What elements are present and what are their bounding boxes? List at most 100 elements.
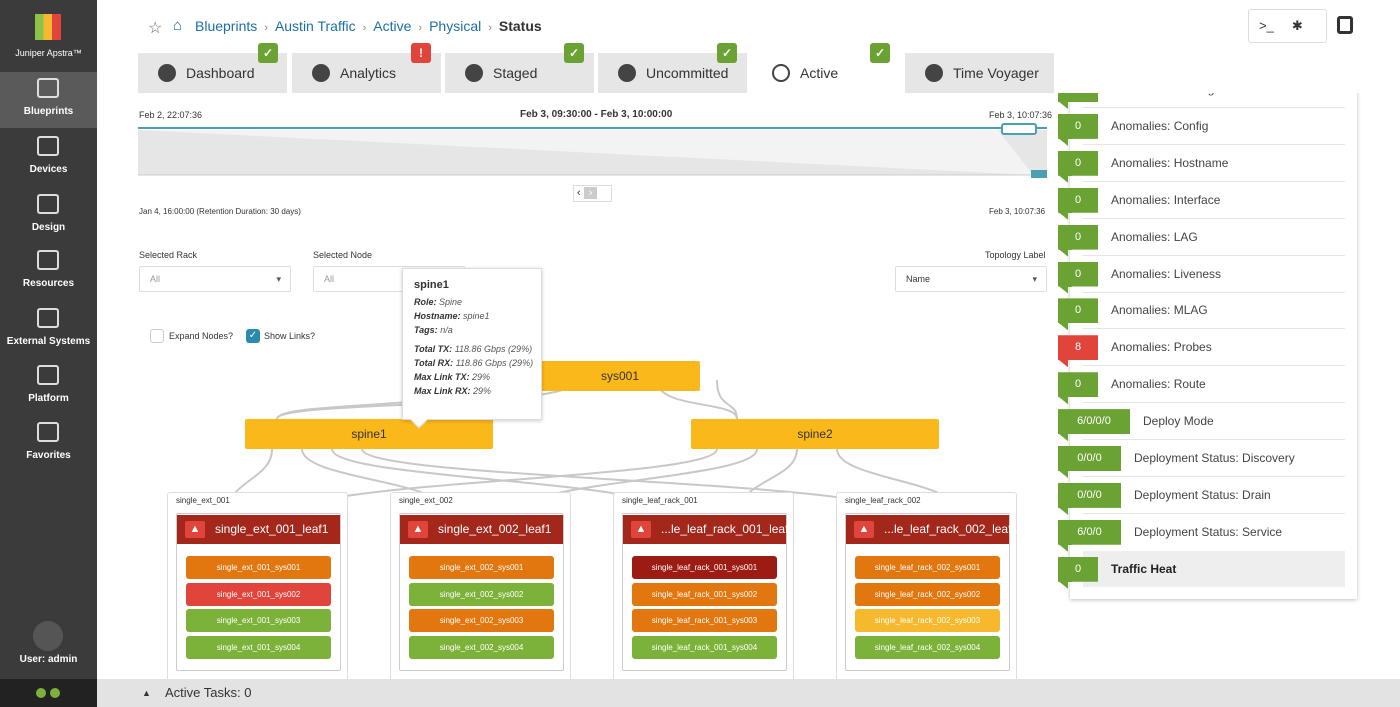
crumb[interactable]: Active xyxy=(373,18,412,34)
timeline-nav[interactable]: ‹ › xyxy=(573,185,612,202)
system[interactable]: single_ext_002_sys004 xyxy=(409,635,554,659)
rack-inner: ▲ single_ext_002_leaf1 single_ext_002_sys0… xyxy=(399,513,564,671)
leaf[interactable]: ▲ ...le_leaf_rack_002_leaf1 xyxy=(846,515,1018,544)
crumb[interactable]: Blueprints xyxy=(195,18,258,34)
filter-label: Selected Rack xyxy=(139,250,198,260)
user-avatar[interactable] xyxy=(33,621,63,651)
system[interactable]: single_ext_002_sys003 xyxy=(409,609,554,632)
system[interactable]: single_ext_002_sys002 xyxy=(409,582,554,606)
system[interactable]: single_ext_001_sys003 xyxy=(186,609,331,632)
badge-tail xyxy=(1058,211,1068,220)
leaf-name: single_ext_002_leaf1 xyxy=(438,522,552,536)
tab-bar-fill xyxy=(1054,53,1400,93)
tab-label: Uncommitted xyxy=(646,65,729,81)
status-dot xyxy=(36,688,46,698)
system[interactable]: single_ext_001_sys004 xyxy=(186,635,331,659)
system[interactable]: single_ext_001_sys001 xyxy=(186,556,331,579)
checkbox-checked[interactable]: ✓ xyxy=(246,329,260,343)
spine[interactable]: spine2 xyxy=(691,419,939,449)
nav-icon[interactable] xyxy=(37,78,59,98)
tooltip-value: 118.86 Gbps (29%) xyxy=(455,358,534,368)
nav-label[interactable]: Favorites xyxy=(26,450,71,461)
system[interactable]: single_leaf_rack_002_sys004 xyxy=(855,635,1000,659)
system[interactable]: single_leaf_rack_001_sys004 xyxy=(632,635,777,659)
topology-select[interactable]: Name ▾ xyxy=(895,266,1047,292)
nav-label[interactable]: Design xyxy=(31,222,66,233)
status-row[interactable]: 0 Traffic Heat xyxy=(1058,552,1348,589)
row-divider xyxy=(1083,180,1345,182)
timeline-graph[interactable] xyxy=(138,120,1048,180)
row-divider xyxy=(1083,402,1345,404)
row-divider xyxy=(1083,143,1345,145)
star-icon[interactable]: ☆ xyxy=(148,20,163,37)
tab[interactable]: Analytics! xyxy=(292,43,441,93)
nav-label[interactable]: Platform xyxy=(28,393,69,404)
link xyxy=(716,380,738,420)
leaf[interactable]: ▲ single_ext_001_leaf1 xyxy=(177,515,340,544)
nav-icon[interactable] xyxy=(37,422,59,442)
badge: 0 xyxy=(1058,224,1098,250)
system[interactable]: single_ext_001_sys002 xyxy=(186,582,331,606)
status-row[interactable]: 6/0/0 Deployment Status: Service xyxy=(1058,515,1348,552)
system[interactable]: single_leaf_rack_001_sys002 xyxy=(632,582,777,606)
status-row[interactable]: 0 Anomalies: MLAG xyxy=(1058,293,1348,331)
tooltip-key: Total RX: xyxy=(414,358,454,368)
nav-icon[interactable] xyxy=(37,250,59,270)
row-divider xyxy=(1083,512,1345,514)
status-row[interactable]: 0 Anomalies: Config xyxy=(1058,109,1348,146)
tab[interactable]: Time Voyager xyxy=(905,53,1054,93)
nav-icon[interactable] xyxy=(37,365,59,385)
status-row[interactable]: 8 Anomalies: Probes xyxy=(1058,330,1348,368)
nav-label[interactable]: Devices xyxy=(29,164,68,175)
tab[interactable]: Uncommitted ✓ xyxy=(598,43,747,93)
leaf[interactable]: ▲ ...le_leaf_rack_001_leaf1 xyxy=(623,515,795,544)
status-row[interactable]: 0/0/0 Deployment Status: Discovery xyxy=(1058,441,1348,478)
select-value: All xyxy=(324,274,335,284)
nav-icon[interactable] xyxy=(37,308,59,328)
row-divider xyxy=(1083,476,1345,477)
status-row[interactable]: 0 Anomalies: LAG xyxy=(1058,220,1348,257)
status-dot xyxy=(50,688,60,698)
nav-icon[interactable] xyxy=(37,136,59,156)
tab[interactable]: Staged ✓ xyxy=(445,43,594,93)
tool-buttons[interactable]: >_ ✱ xyxy=(1248,9,1327,43)
status-row[interactable]: 0/0/0 Deployment Status: Drain xyxy=(1058,478,1348,515)
nav-label[interactable]: External Systems xyxy=(6,336,91,347)
nav-label[interactable]: Blueprints xyxy=(23,106,74,117)
spine[interactable]: spine1 xyxy=(245,419,493,449)
badge-tail xyxy=(1058,506,1068,515)
lock-icon[interactable] xyxy=(1337,16,1353,34)
badge-tail xyxy=(1058,174,1068,183)
warn-icon: ▲ xyxy=(854,521,874,538)
crumb-sep: › xyxy=(362,22,367,34)
rack-select[interactable]: All ▾ xyxy=(139,266,291,292)
status-row[interactable]: 0 Anomalies: Hostname xyxy=(1058,146,1348,183)
status-row[interactable]: 0 Anomalies: Route xyxy=(1058,367,1348,405)
system[interactable]: single_ext_002_sys001 xyxy=(409,556,554,579)
system[interactable]: single_leaf_rack_001_sys001 xyxy=(632,556,777,579)
system[interactable]: single_leaf_rack_002_sys002 xyxy=(855,582,1000,606)
badge: 0 xyxy=(1058,113,1098,139)
tab[interactable]: Dashboard ✓ xyxy=(138,43,287,93)
nav-icon[interactable] xyxy=(37,194,59,214)
system[interactable]: single_leaf_rack_002_sys001 xyxy=(855,556,1000,579)
tooltip-value: spine1 xyxy=(463,311,490,321)
row-divider xyxy=(1083,107,1345,108)
status-row[interactable]: 0 Anomalies: Interface xyxy=(1058,183,1348,220)
tab-active[interactable]: Active ✓ xyxy=(752,43,901,95)
superspine[interactable]: sys001 xyxy=(540,361,700,391)
user[interactable]: User: admin xyxy=(19,654,78,665)
system[interactable]: single_leaf_rack_001_sys003 xyxy=(632,609,777,632)
system[interactable]: single_leaf_rack_002_sys003 xyxy=(855,609,1000,632)
warn-badge: ! xyxy=(411,43,431,63)
home-icon[interactable]: ⌂ xyxy=(173,17,183,34)
checkbox[interactable] xyxy=(150,329,164,343)
crumb[interactable]: Physical xyxy=(429,18,482,34)
crumb[interactable]: Austin Traffic xyxy=(274,18,356,34)
leaf-name: ...le_leaf_rack_002_leaf1 xyxy=(884,522,1019,536)
status-row[interactable]: 6/0/0/0 Deploy Mode xyxy=(1058,404,1348,442)
leaf[interactable]: ▲ single_ext_002_leaf1 xyxy=(400,515,563,544)
status-row[interactable]: 0 Anomalies: Liveness xyxy=(1058,257,1348,294)
footer[interactable]: ▲ Active Tasks: 0 xyxy=(97,679,1400,707)
nav-label[interactable]: Resources xyxy=(22,278,75,289)
